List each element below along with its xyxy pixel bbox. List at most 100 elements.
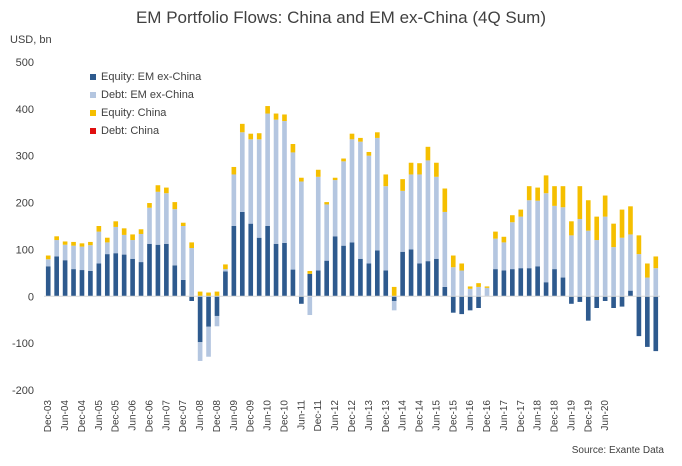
legend-label: Debt: China bbox=[101, 124, 160, 137]
bar-debt-em-ex-china bbox=[501, 242, 507, 271]
bar-equity-china bbox=[628, 206, 633, 235]
x-tick-label: Dec-12 bbox=[347, 400, 358, 433]
bar-equity-china bbox=[349, 133, 355, 140]
bar-debt-em-ex-china bbox=[315, 176, 321, 271]
bar-debt-em-ex-china bbox=[628, 234, 633, 291]
bar-equity-em-ex-china bbox=[96, 263, 102, 297]
bar-equity-em-ex-china bbox=[71, 269, 76, 297]
bar-equity-em-ex-china bbox=[611, 296, 616, 308]
bar-debt-em-ex-china bbox=[467, 288, 473, 297]
bar-equity-em-ex-china bbox=[493, 269, 498, 297]
bar-equity-em-ex-china bbox=[391, 296, 397, 301]
y-tick-label: 100 bbox=[16, 244, 34, 256]
bar-equity-em-ex-china bbox=[155, 244, 161, 297]
bar-equity-em-ex-china bbox=[450, 296, 456, 313]
bar-debt-em-ex-china bbox=[79, 246, 85, 271]
bar-equity-china bbox=[206, 292, 211, 297]
bar-equity-em-ex-china bbox=[113, 253, 119, 297]
bar-equity-em-ex-china bbox=[417, 263, 422, 297]
bar-equity-em-ex-china bbox=[560, 277, 566, 297]
bar-equity-em-ex-china bbox=[636, 296, 642, 337]
bar-equity-em-ex-china bbox=[332, 236, 338, 297]
legend-swatch bbox=[90, 128, 96, 134]
bar-equity-em-ex-china bbox=[585, 296, 591, 321]
bar-equity-china bbox=[653, 256, 659, 269]
bar-equity-em-ex-china bbox=[366, 263, 372, 297]
bar-equity-em-ex-china bbox=[349, 242, 355, 297]
bar-debt-em-ex-china bbox=[434, 176, 439, 259]
bar-debt-em-ex-china bbox=[645, 277, 650, 297]
bar-debt-em-ex-china bbox=[400, 190, 405, 252]
bar-equity-em-ex-china bbox=[88, 270, 93, 297]
bar-debt-em-ex-china bbox=[602, 216, 608, 297]
x-tick-label: Jun-11 bbox=[296, 400, 307, 430]
bar-equity-em-ex-china bbox=[552, 269, 557, 297]
x-tick-label: Jun-09 bbox=[229, 400, 240, 431]
bar-equity-em-ex-china bbox=[535, 266, 540, 297]
x-tick-label: Dec-04 bbox=[77, 400, 88, 433]
x-tick-label: Jun-05 bbox=[94, 400, 105, 431]
bar-debt-em-ex-china bbox=[104, 242, 110, 255]
bar-debt-em-ex-china bbox=[299, 181, 304, 297]
chart-title: EM Portfolio Flows: China and EM ex-Chin… bbox=[135, 8, 547, 27]
y-tick-label: 200 bbox=[16, 198, 34, 210]
bar-equity-china bbox=[273, 113, 279, 120]
bar-debt-em-ex-china bbox=[130, 240, 135, 259]
bar-equity-china bbox=[307, 270, 313, 274]
bar-equity-china bbox=[239, 123, 245, 133]
y-tick-label: 0 bbox=[28, 291, 34, 303]
bar-debt-em-ex-china bbox=[71, 245, 76, 270]
y-tick-label: 300 bbox=[16, 151, 34, 163]
x-tick-label: Jun-10 bbox=[263, 400, 274, 431]
bar-equity-china bbox=[366, 151, 372, 156]
x-tick-label: Dec-03 bbox=[43, 400, 54, 433]
bar-debt-em-ex-china bbox=[543, 193, 549, 283]
bar-equity-em-ex-china bbox=[315, 270, 321, 297]
y-tick-label: 500 bbox=[16, 57, 34, 69]
bar-debt-em-ex-china bbox=[450, 267, 456, 297]
bar-equity-em-ex-china bbox=[442, 286, 448, 297]
bar-debt-em-ex-china bbox=[358, 141, 363, 259]
bar-debt-em-ex-china bbox=[391, 300, 397, 311]
bar-debt-em-ex-china bbox=[324, 204, 329, 261]
bar-equity-em-ex-china bbox=[619, 296, 625, 307]
bar-equity-china bbox=[155, 185, 161, 192]
bar-equity-em-ex-china bbox=[594, 296, 600, 308]
bar-debt-em-ex-china bbox=[121, 234, 127, 255]
x-tick-label: Jun-13 bbox=[364, 400, 375, 431]
bar-equity-china bbox=[332, 177, 338, 181]
bar-equity-em-ex-china bbox=[256, 237, 262, 297]
legend-swatch bbox=[90, 74, 96, 80]
y-axis-label: USD, bn bbox=[10, 34, 52, 46]
bar-equity-china bbox=[138, 229, 144, 234]
x-tick-label: Dec-11 bbox=[313, 400, 324, 432]
bar-equity-em-ex-china bbox=[467, 296, 473, 311]
bar-equity-china bbox=[282, 114, 287, 122]
bar-equity-china bbox=[104, 237, 110, 243]
bar-equity-china bbox=[341, 158, 346, 162]
x-tick-label: Dec-10 bbox=[280, 400, 291, 433]
bar-debt-em-ex-china bbox=[611, 247, 616, 297]
bar-equity-em-ex-china bbox=[121, 254, 127, 297]
bar-equity-china bbox=[130, 234, 135, 241]
bar-equity-china bbox=[214, 291, 220, 297]
bar-debt-em-ex-china bbox=[408, 174, 414, 250]
x-tick-label: Dec-16 bbox=[482, 400, 493, 433]
legend-label: Equity: China bbox=[101, 106, 167, 119]
bar-equity-china bbox=[197, 291, 203, 297]
bar-debt-em-ex-china bbox=[585, 230, 591, 297]
bar-equity-em-ex-china bbox=[653, 296, 659, 352]
bar-equity-china bbox=[256, 133, 262, 140]
x-tick-label: Jun-07 bbox=[161, 400, 172, 431]
bar-equity-em-ex-china bbox=[400, 251, 405, 297]
bar-debt-em-ex-china bbox=[383, 186, 389, 271]
bar-equity-china bbox=[71, 241, 76, 246]
bar-equity-china bbox=[54, 236, 59, 241]
bar-equity-china bbox=[391, 286, 397, 297]
bar-debt-em-ex-china bbox=[442, 211, 448, 287]
bar-equity-em-ex-china bbox=[45, 266, 51, 297]
bar-equity-china bbox=[459, 263, 465, 271]
bar-equity-china bbox=[560, 186, 566, 208]
bar-equity-china bbox=[434, 162, 439, 177]
bar-debt-em-ex-china bbox=[164, 193, 169, 244]
